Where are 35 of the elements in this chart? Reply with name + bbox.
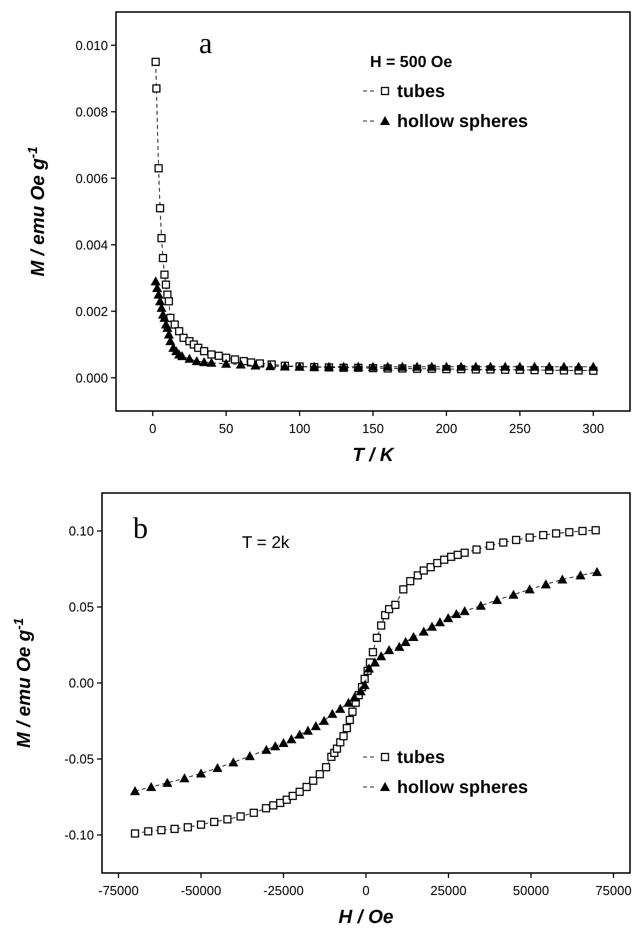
x-tick-label: 0 — [149, 421, 156, 436]
x-axis-title: T / K — [352, 445, 395, 466]
annotation: a — [199, 27, 212, 60]
x-tick-label: -50000 — [180, 883, 222, 898]
legend-label: tubes — [397, 747, 446, 767]
y-tick-label: 0.00 — [68, 676, 94, 691]
legend-label: hollow spheres — [397, 777, 528, 797]
x-axis-title: H / Oe — [338, 907, 394, 928]
annotation: T = 2k — [242, 533, 290, 552]
y-tick-label: 0.10 — [68, 524, 94, 539]
x-tick-label: 150 — [362, 421, 384, 436]
x-tick-label: 100 — [288, 421, 310, 436]
x-tick-label: 50 — [218, 421, 234, 436]
y-tick-label: 0.004 — [75, 237, 108, 252]
legend-title: H = 500 Oe — [370, 54, 452, 71]
x-tick-label: 200 — [436, 421, 458, 436]
x-tick-label: 75000 — [595, 883, 632, 898]
y-tick-label: -0.05 — [64, 752, 94, 767]
x-tick-label: 50000 — [512, 883, 550, 898]
y-tick-label: -0.10 — [64, 828, 94, 843]
y-tick-label: 0.002 — [75, 304, 108, 319]
annotation: b — [133, 512, 148, 545]
y-tick-label: 0.010 — [75, 38, 108, 53]
x-tick-label: 300 — [582, 421, 604, 436]
x-tick-label: 25000 — [430, 883, 467, 898]
y-tick-label: 0.000 — [75, 370, 108, 386]
y-tick-label: 0.05 — [68, 600, 94, 615]
x-tick-label: 0 — [362, 883, 370, 898]
y-tick-label: 0.008 — [75, 104, 108, 120]
x-tick-label: -75000 — [98, 883, 139, 898]
legend-label: tubes — [397, 81, 446, 101]
legend-label: hollow spheres — [397, 111, 528, 131]
x-tick-label: 250 — [509, 421, 531, 436]
y-tick-label: 0.006 — [75, 170, 108, 186]
x-tick-label: -25000 — [263, 883, 304, 898]
